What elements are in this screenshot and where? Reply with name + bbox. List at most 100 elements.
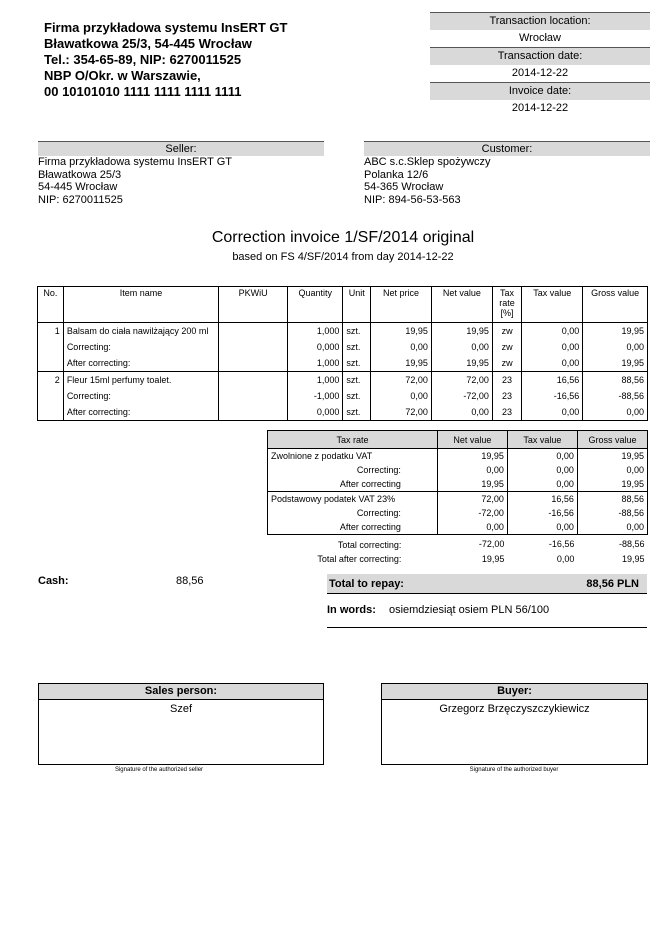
item-cell: 72,00 xyxy=(370,404,432,421)
buyer-box: Buyer: Grzegorz Brzęczyszczykiewicz xyxy=(381,683,648,765)
seller-signature-caption: Signature of the authorized seller xyxy=(114,767,204,773)
tax-total-row: Total after correcting: 19,95 0,00 19,95 xyxy=(268,552,648,566)
item-cell: 72,00 xyxy=(370,371,432,388)
seller-line: Firma przykładowa systemu InsERT GT xyxy=(38,156,232,168)
item-cell: -72,00 xyxy=(430,388,493,404)
issuer-block: Firma przykładowa systemu InsERT GT Bław… xyxy=(44,20,287,100)
item-cell: 0,00 xyxy=(430,339,493,355)
seller-line: Bławatkowa 25/3 xyxy=(38,168,122,181)
item-cell: Balsam do ciała nawilżający 200 ml xyxy=(62,322,220,339)
items-header-cell: No. xyxy=(37,286,64,323)
item-cell: 0,000 xyxy=(287,404,344,421)
tax-cell: 0,00 xyxy=(436,463,508,477)
item-cell xyxy=(37,404,64,421)
document-subtitle: based on FS 4/SF/2014 from day 2014-12-2… xyxy=(232,251,454,263)
customer-block: Customer: ABC s.c.Sklep spożywczy Polank… xyxy=(364,141,650,206)
sales-person-box: Sales person: Szef xyxy=(38,683,324,765)
cash-value: 88,56 xyxy=(176,575,204,587)
items-table: No. Item name PKWiU Quantity Unit Net price Ne… xyxy=(37,286,648,421)
item-cell: 0,00 xyxy=(521,355,584,372)
invoice-date-label: Invoice date: xyxy=(430,82,650,100)
tax-cell: 0,00 xyxy=(506,448,578,463)
tax-total-cell: 0,00 xyxy=(556,554,575,564)
item-cell xyxy=(218,339,289,355)
tax-cell: 16,56 xyxy=(506,491,578,506)
tax-cell: 19,95 xyxy=(576,477,649,492)
item-cell: 0,00 xyxy=(582,339,648,355)
table-row: Correcting: -1,000 szt. 0,00 -72,00 23 -16,56-… xyxy=(37,388,648,404)
item-cell: -1,000 xyxy=(287,388,344,404)
tax-cell: 88,56 xyxy=(576,491,649,506)
tax-total-cell: 19,95 xyxy=(481,554,505,564)
item-cell: 0,00 xyxy=(521,322,584,339)
item-cell: 1 xyxy=(37,322,64,339)
seller-label: Seller: xyxy=(38,141,324,156)
tax-cell: After correcting xyxy=(267,520,438,535)
customer-line: 54-365 Wrocław xyxy=(364,181,444,193)
tax-cell: 0,00 xyxy=(506,520,578,535)
tax-cell: -88,56 xyxy=(576,506,649,520)
item-cell xyxy=(37,355,64,372)
item-cell: Correcting: xyxy=(62,339,220,355)
item-cell: 0,00 xyxy=(430,404,493,421)
item-cell: szt. xyxy=(342,404,372,421)
items-header-cell: Tax rate [%] xyxy=(491,286,523,323)
issuer-line: Bławatkowa 25/3, 54-445 Wrocław xyxy=(44,36,252,51)
item-cell: 19,95 xyxy=(370,355,432,372)
document-title: Correction invoice 1/SF/2014 original xyxy=(211,229,475,246)
items-header-cell: Net price xyxy=(370,286,432,323)
total-to-repay-bar: Total to repay: 88,56 PLN xyxy=(327,574,647,594)
tax-cell: -16,56 xyxy=(506,506,578,520)
customer-line: Polanka 12/6 xyxy=(364,168,429,181)
item-cell: 88,56 xyxy=(582,371,648,388)
item-cell: 0,00 xyxy=(521,339,584,355)
item-cell xyxy=(37,388,64,404)
item-cell: Correcting: xyxy=(62,388,220,404)
location-value: Wrocław xyxy=(519,32,561,44)
items-header-cell: Gross value xyxy=(582,286,648,323)
tax-cell: 0,00 xyxy=(576,520,649,535)
item-cell: After correcting: xyxy=(62,355,220,372)
table-row: Correcting: 0,000 szt. 0,00 0,00 zw 0,00 0,00 xyxy=(37,339,648,355)
tax-cell: -72,00 xyxy=(436,506,508,520)
item-cell: 1,000 xyxy=(287,371,344,388)
issuer-line: Tel.: 354-65-89, NIP: 6270011525 xyxy=(44,52,242,67)
item-cell xyxy=(218,404,289,421)
items-header-cell: Item name xyxy=(62,286,220,323)
in-words-label: In words: xyxy=(327,604,376,616)
item-cell xyxy=(218,322,289,339)
sales-person-label: Sales person: xyxy=(39,684,323,700)
issuer-line: Firma przykładowa systemu InsERT GT xyxy=(44,20,288,35)
item-cell: 16,56 xyxy=(521,371,584,388)
tax-cell: 19,95 xyxy=(436,448,508,463)
item-cell xyxy=(218,371,289,388)
item-cell: 19,95 xyxy=(582,355,648,372)
item-cell: -88,56 xyxy=(582,388,648,404)
item-cell: 1,000 xyxy=(287,355,344,372)
item-cell: 0,00 xyxy=(370,339,432,355)
sales-person-name: Szef xyxy=(169,703,192,715)
item-cell: szt. xyxy=(342,388,372,404)
customer-line: ABC s.c.Sklep spożywczy xyxy=(364,156,491,168)
tax-cell: 0,00 xyxy=(576,463,649,477)
total-value: 88,56 PLN xyxy=(586,578,639,590)
tax-cell: 0,00 xyxy=(506,463,578,477)
item-cell: 0,00 xyxy=(521,404,584,421)
item-cell: 1,000 xyxy=(287,322,344,339)
items-header-cell: Unit xyxy=(342,286,372,323)
tax-cell: 19,95 xyxy=(576,448,649,463)
tax-row: Correcting: 0,00 0,00 0,00 xyxy=(267,463,649,477)
items-header-cell: Net value xyxy=(430,286,493,323)
item-cell: 19,95 xyxy=(370,322,432,339)
tax-row: After correcting 19,95 0,00 19,95 xyxy=(267,477,649,492)
tax-header-cell: Net value xyxy=(436,430,508,449)
buyer-label: Buyer: xyxy=(382,684,647,700)
tax-row: Zwolnione z podatku VAT 19,95 0,00 19,95 xyxy=(267,448,649,463)
tax-cell: 72,00 xyxy=(436,491,508,506)
item-cell: 23 xyxy=(491,371,523,388)
tax-summary-table: Tax rate Net value Tax value Gross value Zw… xyxy=(267,430,649,566)
item-cell xyxy=(218,388,289,404)
item-cell: szt. xyxy=(342,339,372,355)
item-cell: -16,56 xyxy=(521,388,584,404)
item-cell: szt. xyxy=(342,371,372,388)
